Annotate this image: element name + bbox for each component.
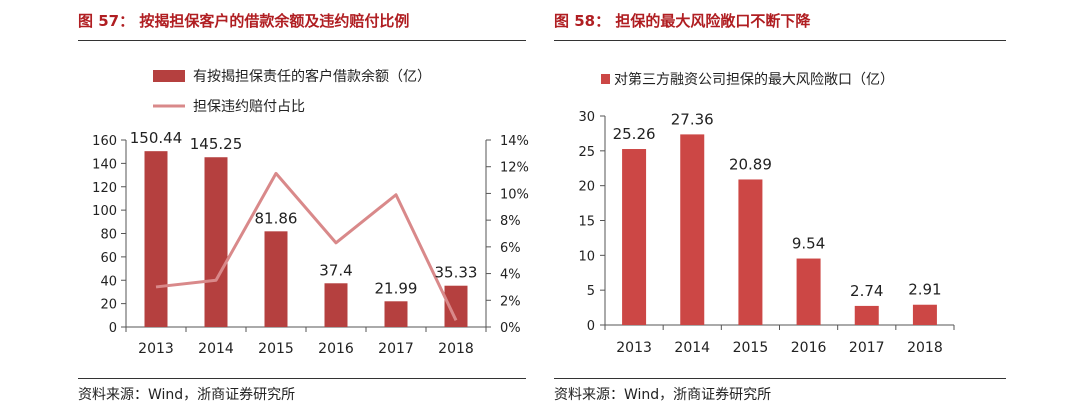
- y-tick-label: 25: [578, 145, 595, 160]
- bar-exposure-2014: [680, 134, 705, 325]
- y-tick-label-left: 140: [92, 157, 117, 172]
- y-tick-label-right: 12%: [500, 161, 529, 176]
- y-tick-label-right: 10%: [500, 187, 529, 202]
- x-tick-label: 2013: [138, 341, 174, 357]
- y-tick-label-right: 8%: [500, 214, 521, 229]
- data-label-balance-2017: 21.99: [375, 279, 418, 297]
- y-tick-label: 5: [587, 284, 595, 299]
- left-figure-panel: 图 57： 按揭担保客户的借款余额及违约赔付比例 资料来源：Wind，浙商证券研…: [0, 0, 530, 410]
- bar-balance-2015: [264, 231, 288, 327]
- x-tick-label: 2016: [791, 340, 827, 356]
- right-figure-panel: 图 58： 担保的最大风险敞口不断下降 资料来源：Wind，浙商证券研究所: [550, 0, 1079, 410]
- x-tick-label: 2014: [198, 341, 234, 357]
- x-tick-label: 2018: [907, 340, 943, 356]
- y-tick-label: 20: [578, 180, 595, 195]
- y-tick-label-left: 160: [92, 134, 117, 149]
- data-label-balance-2015: 81.86: [255, 209, 298, 227]
- left-source-note: 资料来源：Wind，浙商证券研究所: [78, 387, 296, 403]
- y-tick-label-right: 6%: [500, 241, 521, 256]
- y-tick-label-left: 40: [100, 274, 117, 289]
- left-title-rule: [78, 40, 526, 41]
- y-tick-label-left: 20: [100, 298, 117, 313]
- data-label-exposure-2017: 2.74: [850, 282, 883, 300]
- bar-balance-2018: [444, 285, 468, 327]
- bar-balance-2014: [204, 157, 228, 327]
- data-label-balance-2018: 35.33: [435, 264, 478, 282]
- y-tick-label-left: 120: [92, 181, 117, 196]
- bar-balance-2013: [144, 151, 168, 327]
- x-tick-label: 2016: [318, 341, 354, 357]
- y-tick-label-right: 14%: [500, 134, 529, 149]
- y-tick-label-right: 0%: [500, 321, 521, 336]
- bar-exposure-2018: [912, 304, 937, 325]
- bar-exposure-2015: [738, 179, 763, 325]
- legend-label-balance: 有按揭担保责任的客户借款余额（亿）: [193, 68, 431, 85]
- x-tick-label: 2014: [674, 340, 710, 356]
- y-tick-label: 10: [578, 249, 595, 264]
- bar-exposure-2017: [854, 305, 879, 325]
- legend-swatch-balance: [153, 70, 185, 82]
- legend-label-exposure: 对第三方融资公司担保的最大风险敞口（亿）: [614, 71, 894, 88]
- x-tick-label: 2018: [438, 341, 474, 357]
- y-tick-label: 15: [578, 215, 595, 230]
- data-label-balance-2016: 37.4: [319, 261, 352, 279]
- data-label-balance-2013: 150.44: [130, 129, 183, 147]
- x-tick-label: 2013: [616, 340, 652, 356]
- right-title-rule: [554, 40, 1006, 41]
- data-label-exposure-2015: 20.89: [729, 155, 772, 173]
- y-tick-label-left: 60: [100, 251, 117, 266]
- x-tick-label: 2015: [258, 341, 294, 357]
- y-tick-label-right: 2%: [500, 294, 521, 309]
- legend-label-ratio: 担保违约赔付占比: [193, 99, 305, 115]
- y-tick-label-left: 100: [92, 204, 117, 219]
- data-label-exposure-2018: 2.91: [908, 281, 941, 299]
- x-tick-label: 2017: [378, 341, 414, 357]
- data-label-exposure-2014: 27.36: [671, 110, 714, 128]
- y-tick-label-left: 0: [109, 321, 117, 336]
- bar-exposure-2016: [796, 258, 821, 325]
- legend-swatch-exposure: [601, 74, 610, 84]
- left-source-rule: [78, 378, 526, 379]
- right-source-note: 资料来源：Wind，浙商证券研究所: [554, 387, 772, 403]
- left-figure-title: 图 57： 按揭担保客户的借款余额及违约赔付比例: [78, 12, 410, 30]
- data-label-exposure-2013: 25.26: [613, 125, 656, 143]
- bar-exposure-2013: [622, 149, 647, 325]
- right-figure-title: 图 58： 担保的最大风险敞口不断下降: [554, 12, 811, 30]
- data-label-balance-2014: 145.25: [190, 135, 243, 153]
- bar-balance-2017: [384, 301, 408, 327]
- y-tick-label: 0: [587, 319, 595, 334]
- bar-balance-2016: [324, 283, 348, 327]
- x-tick-label: 2017: [849, 340, 885, 356]
- right-source-rule: [554, 378, 1006, 379]
- y-tick-label-left: 80: [100, 228, 117, 243]
- y-tick-label: 30: [578, 110, 595, 125]
- data-label-exposure-2016: 9.54: [792, 235, 825, 253]
- x-tick-label: 2015: [733, 340, 769, 356]
- y-tick-label-right: 4%: [500, 268, 521, 283]
- line-default-ratio: [155, 171, 458, 321]
